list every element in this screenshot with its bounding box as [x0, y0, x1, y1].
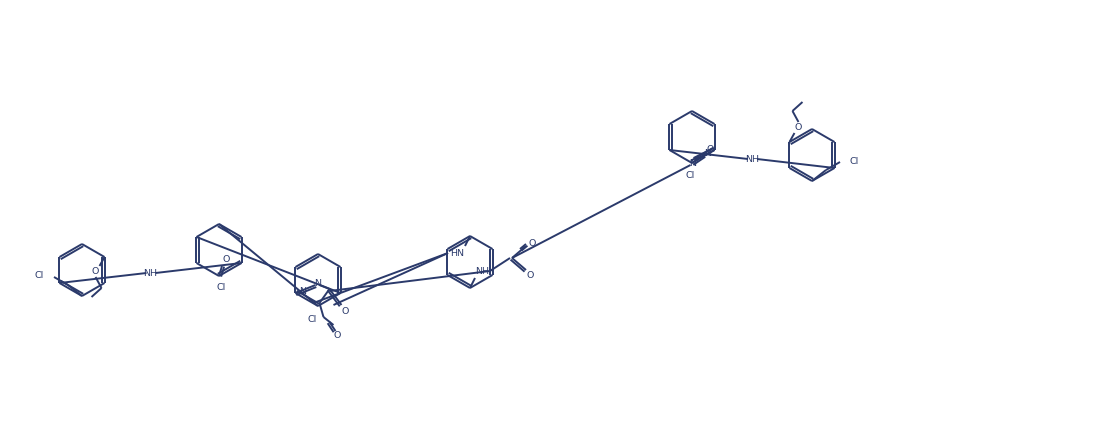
Text: NH: NH [144, 269, 158, 278]
Text: O: O [333, 331, 341, 340]
Text: NH: NH [475, 266, 489, 275]
Text: O: O [92, 267, 99, 277]
Text: Cl: Cl [216, 283, 226, 292]
Text: O: O [529, 238, 535, 247]
Text: HN: HN [450, 249, 464, 258]
Text: Cl: Cl [850, 156, 859, 165]
Text: N: N [704, 150, 711, 159]
Text: O: O [795, 122, 802, 131]
Text: Cl: Cl [35, 272, 44, 280]
Text: O: O [706, 145, 714, 155]
Text: NH: NH [745, 155, 759, 164]
Text: O: O [527, 272, 533, 280]
Text: Cl: Cl [308, 315, 317, 325]
Text: N: N [689, 159, 695, 168]
Text: N: N [299, 287, 306, 297]
Text: N: N [314, 280, 321, 289]
Text: O: O [342, 306, 349, 315]
Text: O: O [223, 255, 229, 264]
Text: Cl: Cl [686, 170, 694, 179]
